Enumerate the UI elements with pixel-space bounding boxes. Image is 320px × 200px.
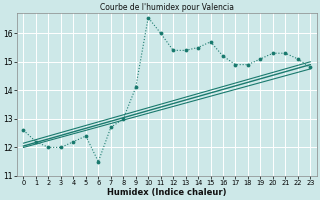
Title: Courbe de l'humidex pour Valencia: Courbe de l'humidex pour Valencia (100, 3, 234, 12)
X-axis label: Humidex (Indice chaleur): Humidex (Indice chaleur) (107, 188, 227, 197)
